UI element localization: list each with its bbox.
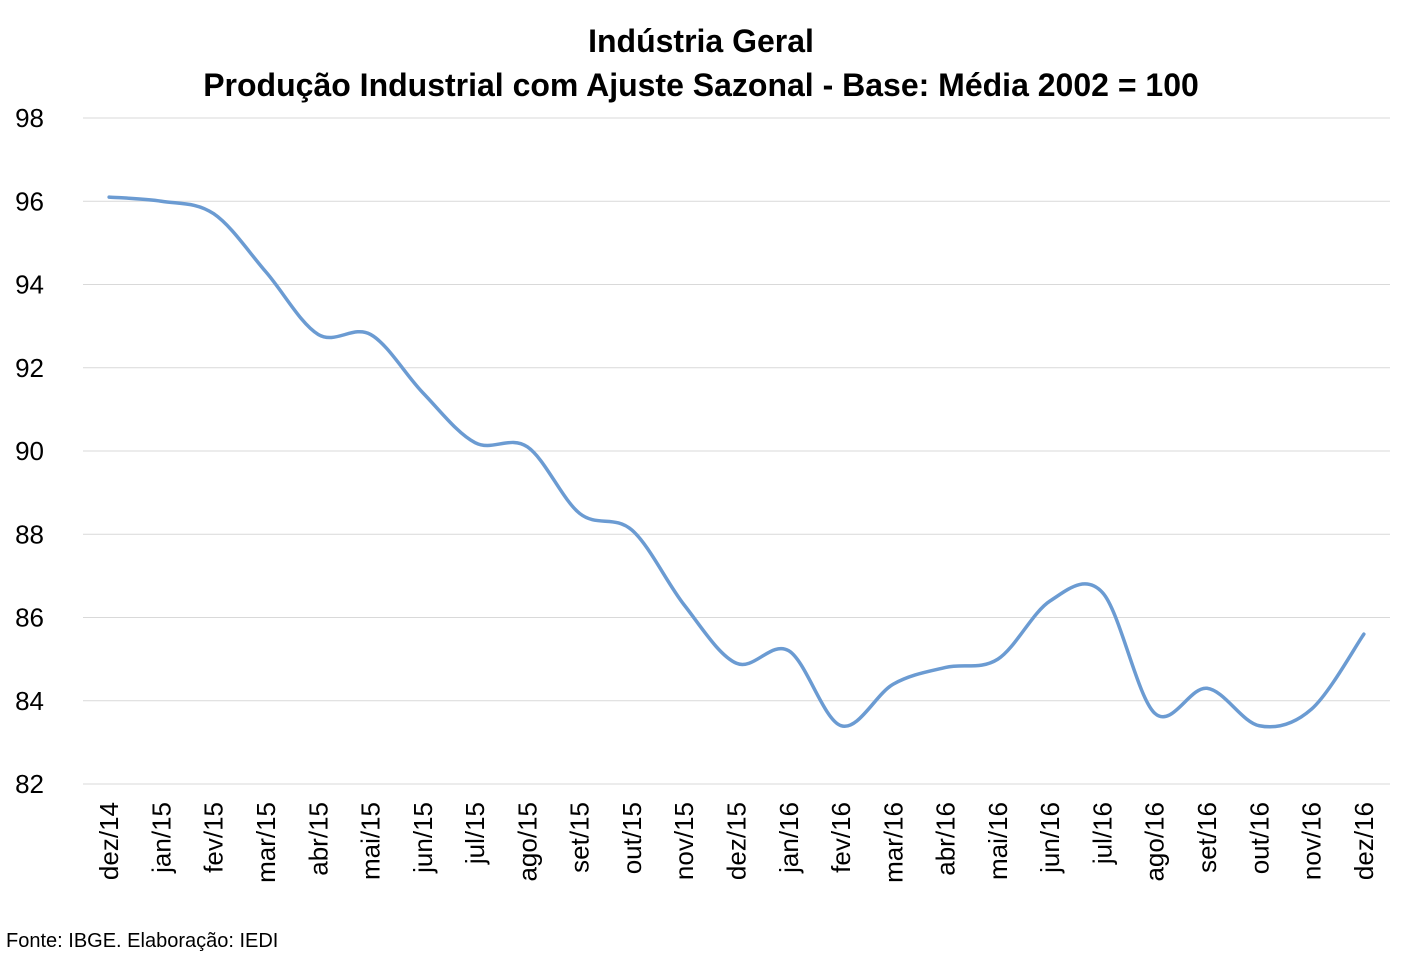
x-tick-label: jan/15 (146, 802, 176, 874)
chart-subtitle: Produção Industrial com Ajuste Sazonal -… (203, 67, 1199, 103)
x-tick-label: out/16 (1244, 802, 1274, 874)
x-tick-label: nov/16 (1297, 802, 1327, 880)
x-axis-ticks: dez/14 jan/15 fev/15 mar/15 abr/15 mai/15 jun/… (94, 802, 1379, 883)
x-tick-label: dez/15 (722, 802, 752, 880)
y-tick-label: 90 (15, 436, 44, 466)
x-tick-label: dez/16 (1349, 802, 1379, 880)
x-tick-label: dez/14 (94, 802, 124, 880)
y-tick-label: 96 (15, 186, 44, 216)
source-note: Fonte: IBGE. Elaboração: IEDI (6, 930, 279, 952)
x-tick-label: jul/15 (460, 802, 490, 865)
y-tick-label: 88 (15, 519, 44, 549)
x-tick-label: jun/15 (408, 802, 438, 874)
x-tick-label: abr/16 (931, 802, 961, 876)
x-tick-label: nov/15 (669, 802, 699, 880)
y-tick-label: 98 (15, 103, 44, 133)
x-tick-label: jan/16 (774, 802, 804, 874)
x-tick-label: mai/16 (983, 802, 1013, 880)
x-tick-label: set/15 (565, 802, 595, 873)
series-layer (107, 195, 1366, 729)
y-tick-label: 86 (15, 603, 44, 633)
x-tick-label: ago/15 (512, 802, 542, 882)
y-tick-label: 82 (15, 769, 44, 799)
x-tick-label: abr/15 (303, 802, 333, 876)
x-tick-label: mar/16 (878, 802, 908, 883)
x-tick-label: mar/15 (251, 802, 281, 883)
series-line (107, 195, 1366, 729)
y-tick-label: 94 (15, 270, 44, 300)
x-tick-label: ago/16 (1140, 802, 1170, 882)
x-tick-label: mai/15 (356, 802, 386, 880)
x-tick-label: fev/15 (199, 802, 229, 873)
gridlines (83, 117, 1390, 785)
x-tick-label: out/15 (617, 802, 647, 874)
y-tick-label: 84 (15, 686, 44, 716)
chart-title: Indústria Geral (588, 23, 814, 59)
x-tick-label: jul/16 (1087, 802, 1117, 865)
x-tick-label: fev/16 (826, 802, 856, 873)
y-tick-label: 92 (15, 353, 44, 383)
x-tick-label: set/16 (1192, 802, 1222, 873)
x-tick-label: jun/16 (1035, 802, 1065, 874)
y-axis-ticks: 82 84 86 88 90 92 94 96 98 (15, 103, 44, 799)
